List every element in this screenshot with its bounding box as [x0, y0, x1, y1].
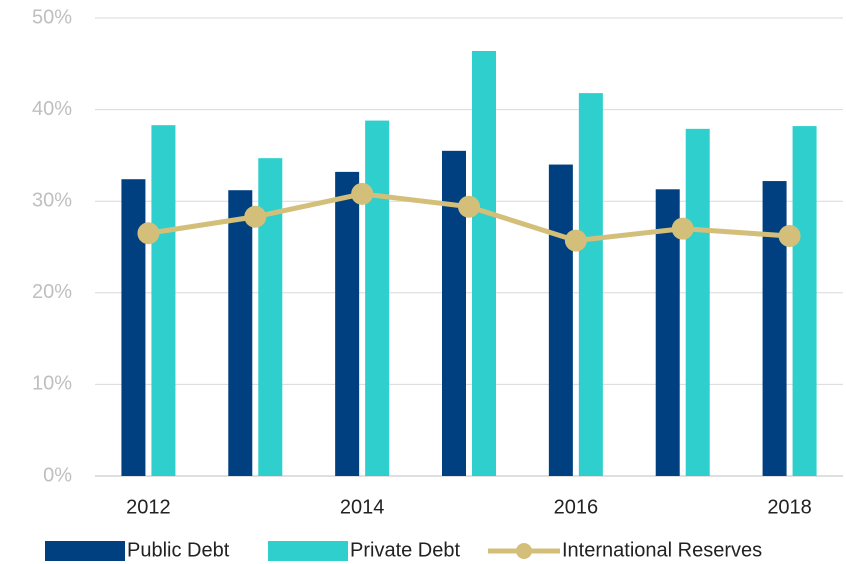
legend-swatch	[268, 541, 348, 561]
bar	[792, 126, 817, 476]
bar	[548, 164, 573, 476]
bar	[121, 179, 146, 476]
legend-label: International Reserves	[562, 539, 762, 561]
bar	[578, 93, 603, 476]
legend-swatch	[516, 543, 532, 559]
y-tick-label: 30%	[32, 189, 72, 211]
bar	[472, 50, 496, 476]
marker	[137, 222, 160, 245]
y-tick-label: 10%	[32, 373, 72, 395]
x-tick-label: 2018	[767, 496, 812, 518]
x-tick-label: 2012	[126, 496, 171, 518]
bar	[258, 158, 283, 476]
marker	[351, 182, 374, 205]
marker	[671, 217, 694, 240]
legend-swatch	[45, 541, 125, 561]
x-tick-label: 2016	[554, 496, 599, 518]
y-tick-label: 50%	[32, 6, 72, 28]
bar	[228, 190, 253, 476]
bar	[365, 120, 390, 476]
legend-label: Private Debt	[350, 539, 460, 561]
legend-label: Public Debt	[127, 539, 230, 561]
marker	[778, 225, 801, 248]
marker	[564, 229, 587, 252]
bar	[685, 128, 710, 476]
bar	[762, 181, 787, 476]
y-tick-label: 0%	[43, 464, 72, 486]
y-tick-label: 40%	[32, 98, 72, 120]
marker	[244, 205, 267, 228]
bar	[151, 125, 176, 476]
bar	[335, 171, 360, 476]
y-tick-label: 20%	[32, 281, 72, 303]
marker	[458, 195, 480, 218]
x-tick-label: 2014	[340, 496, 385, 518]
